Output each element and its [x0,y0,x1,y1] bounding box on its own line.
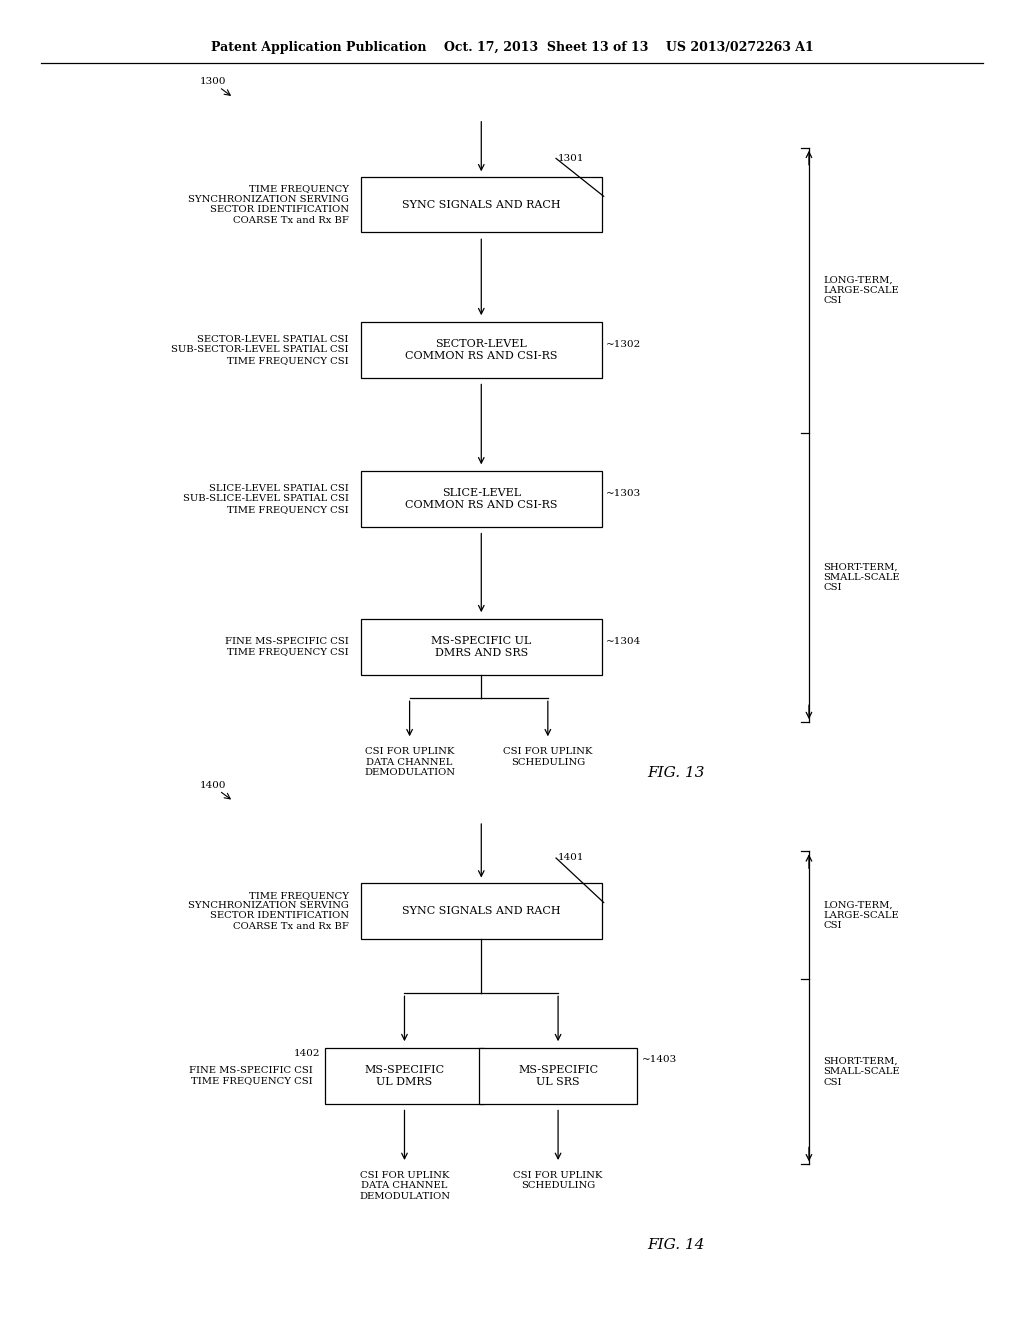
Text: MS-SPECIFIC UL
DMRS AND SRS: MS-SPECIFIC UL DMRS AND SRS [431,636,531,657]
Text: SECTOR-LEVEL
COMMON RS AND CSI-RS: SECTOR-LEVEL COMMON RS AND CSI-RS [406,339,557,360]
FancyBboxPatch shape [326,1048,484,1104]
Text: SHORT-TERM,
SMALL-SCALE
CSI: SHORT-TERM, SMALL-SCALE CSI [823,1057,900,1086]
FancyBboxPatch shape [360,322,601,378]
Text: 1401: 1401 [558,854,585,862]
Text: CSI FOR UPLINK
DATA CHANNEL
DEMODULATION: CSI FOR UPLINK DATA CHANNEL DEMODULATION [359,1171,450,1201]
Text: Patent Application Publication    Oct. 17, 2013  Sheet 13 of 13    US 2013/02722: Patent Application Publication Oct. 17, … [211,41,813,54]
Text: MS-SPECIFIC
UL DMRS: MS-SPECIFIC UL DMRS [365,1065,444,1086]
Text: ~1303: ~1303 [605,488,641,498]
Text: LONG-TERM,
LARGE-SCALE
CSI: LONG-TERM, LARGE-SCALE CSI [823,276,899,305]
Text: 1301: 1301 [558,154,585,162]
Text: CSI FOR UPLINK
SCHEDULING: CSI FOR UPLINK SCHEDULING [503,747,593,767]
Text: FINE MS-SPECIFIC CSI
TIME FREQUENCY CSI: FINE MS-SPECIFIC CSI TIME FREQUENCY CSI [189,1067,313,1085]
Text: LONG-TERM,
LARGE-SCALE
CSI: LONG-TERM, LARGE-SCALE CSI [823,900,899,931]
Text: SYNC SIGNALS AND RACH: SYNC SIGNALS AND RACH [402,199,560,210]
Text: CSI FOR UPLINK
SCHEDULING: CSI FOR UPLINK SCHEDULING [513,1171,603,1191]
Text: SLICE-LEVEL
COMMON RS AND CSI-RS: SLICE-LEVEL COMMON RS AND CSI-RS [406,488,557,510]
FancyBboxPatch shape [360,619,601,675]
FancyBboxPatch shape [479,1048,637,1104]
FancyBboxPatch shape [360,177,601,232]
Text: TIME FREQUENCY
SYNCHRONIZATION SERVING
SECTOR IDENTIFICATION
COARSE Tx and Rx BF: TIME FREQUENCY SYNCHRONIZATION SERVING S… [187,185,348,224]
Text: 1300: 1300 [200,77,226,86]
Text: SYNC SIGNALS AND RACH: SYNC SIGNALS AND RACH [402,906,560,916]
Text: ~1302: ~1302 [605,339,641,348]
Text: FIG. 13: FIG. 13 [647,766,705,780]
Text: TIME FREQUENCY
SYNCHRONIZATION SERVING
SECTOR IDENTIFICATION
COARSE Tx and Rx BF: TIME FREQUENCY SYNCHRONIZATION SERVING S… [187,891,348,931]
Text: SLICE-LEVEL SPATIAL CSI
SUB-SLICE-LEVEL SPATIAL CSI
TIME FREQUENCY CSI: SLICE-LEVEL SPATIAL CSI SUB-SLICE-LEVEL … [183,484,348,513]
Text: MS-SPECIFIC
UL SRS: MS-SPECIFIC UL SRS [518,1065,598,1086]
FancyBboxPatch shape [360,471,601,527]
Text: CSI FOR UPLINK
DATA CHANNEL
DEMODULATION: CSI FOR UPLINK DATA CHANNEL DEMODULATION [365,747,455,777]
FancyBboxPatch shape [360,883,601,939]
Text: FIG. 14: FIG. 14 [647,1238,705,1253]
Text: ~1304: ~1304 [605,636,641,645]
Text: 1400: 1400 [200,781,226,791]
Text: FINE MS-SPECIFIC CSI
TIME FREQUENCY CSI: FINE MS-SPECIFIC CSI TIME FREQUENCY CSI [225,638,348,656]
Text: SECTOR-LEVEL SPATIAL CSI
SUB-SECTOR-LEVEL SPATIAL CSI
TIME FREQUENCY CSI: SECTOR-LEVEL SPATIAL CSI SUB-SECTOR-LEVE… [171,335,348,364]
Text: 1402: 1402 [294,1049,321,1059]
Text: ~1403: ~1403 [642,1056,677,1064]
Text: SHORT-TERM,
SMALL-SCALE
CSI: SHORT-TERM, SMALL-SCALE CSI [823,562,900,593]
